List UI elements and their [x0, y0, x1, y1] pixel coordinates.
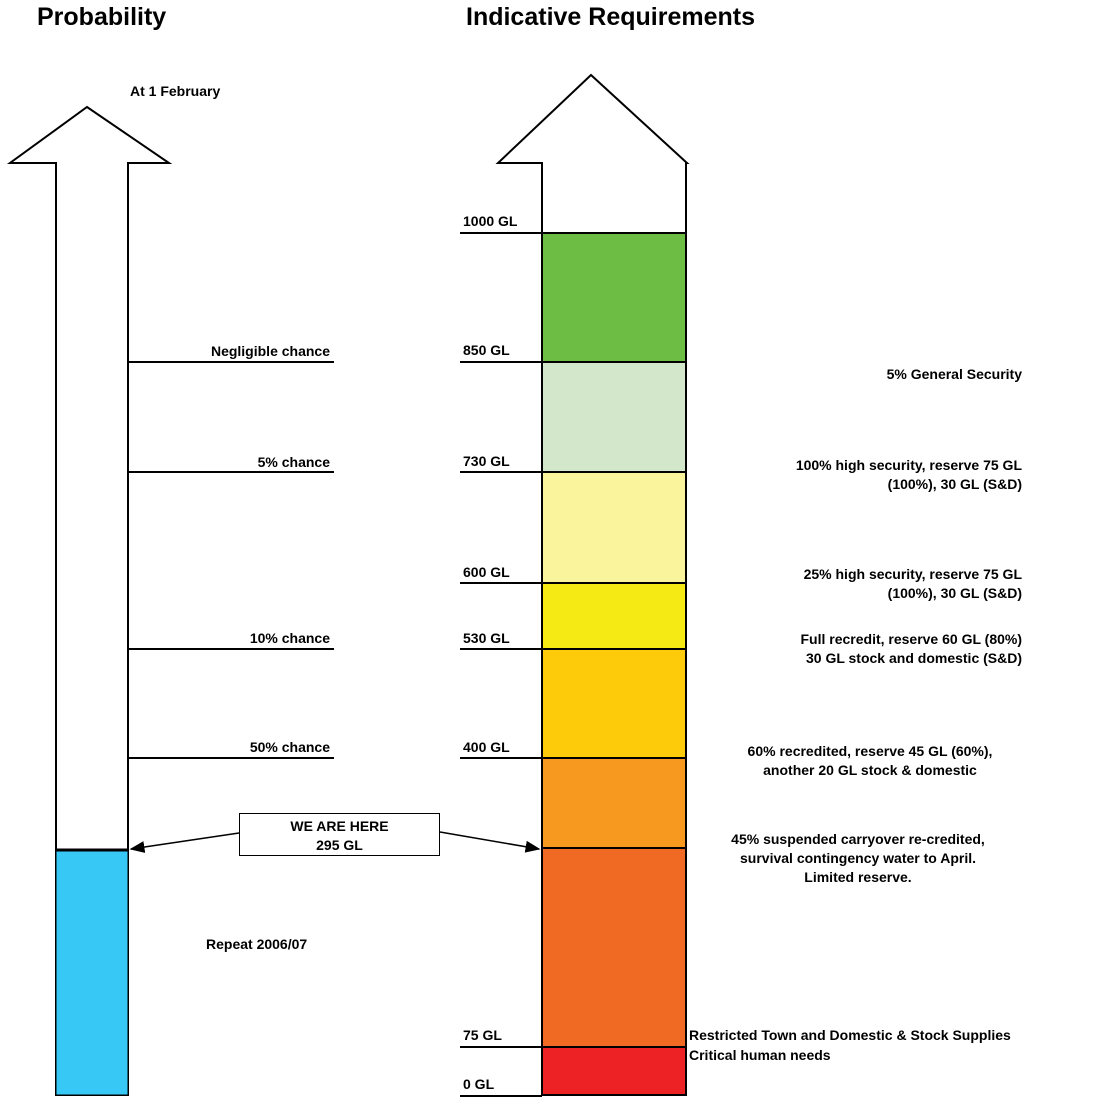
req-general-security: 5% General Security — [886, 366, 1022, 382]
band-730-850 — [543, 362, 685, 472]
band-295-400 — [543, 758, 685, 848]
probability-label-50pct: 50% chance — [249, 739, 330, 755]
scale-label-1000: 1000 GL — [463, 213, 518, 229]
req-critical: Critical human needs — [689, 1047, 831, 1063]
req-hs100-line1: 100% high security, reserve 75 GL — [795, 457, 1022, 473]
req-restricted: Restricted Town and Domestic & Stock Sup… — [689, 1027, 1011, 1043]
we-are-here-line2: 295 GL — [316, 837, 363, 853]
req-hs100-line2: (100%), 30 GL (S&D) — [887, 476, 1022, 492]
probability-label-10pct: 10% chance — [249, 630, 330, 646]
req-45-suspended: 45% suspended carryover re-credited, sur… — [698, 830, 1018, 887]
probability-fill-bar — [55, 849, 129, 1096]
band-400-530 — [543, 649, 685, 758]
requirements-bar-outline — [541, 232, 687, 1096]
req-full-line1: Full recredit, reserve 60 GL (80%) — [800, 631, 1022, 647]
req-60-line2: another 20 GL stock & domestic — [763, 762, 977, 778]
req-45-line2: survival contingency water to April. — [740, 850, 976, 866]
we-are-here-line1: WE ARE HERE — [290, 818, 389, 834]
scale-label-0: 0 GL — [463, 1076, 495, 1092]
scale-label-400: 400 GL — [463, 739, 510, 755]
req-60-line1: 60% recredited, reserve 45 GL (60%), — [747, 743, 993, 759]
requirement-bands — [543, 233, 685, 1095]
probability-label-5pct: 5% chance — [257, 454, 330, 470]
probability-heading: Probability — [37, 3, 167, 31]
we-are-here-box: WE ARE HERE 295 GL — [239, 813, 440, 856]
req-hs25-line2: (100%), 30 GL (S&D) — [887, 585, 1022, 601]
req-hs25-line1: 25% high security, reserve 75 GL — [803, 566, 1022, 582]
marker-arrow-left — [129, 832, 240, 853]
req-45-line1: 45% suspended carryover re-credited, — [731, 831, 985, 847]
scale-label-850: 850 GL — [463, 342, 510, 358]
req-hs25: 25% high security, reserve 75 GL (100%),… — [804, 565, 1022, 603]
req-45-line3: Limited reserve. — [804, 869, 912, 885]
req-full-recredit: Full recredit, reserve 60 GL (80%) 30 GL… — [800, 630, 1022, 668]
scale-label-75: 75 GL — [463, 1027, 502, 1043]
req-hs100: 100% high security, reserve 75 GL (100%)… — [796, 456, 1022, 494]
band-530-600 — [543, 583, 685, 649]
band-75-295 — [543, 848, 685, 1047]
scale-label-730: 730 GL — [463, 453, 510, 469]
band-850-1000 — [543, 233, 685, 362]
marker-arrow-right — [439, 831, 541, 853]
band-0-75 — [543, 1047, 685, 1095]
req-full-line2: 30 GL stock and domestic (S&D) — [805, 650, 1022, 666]
scale-label-530: 530 GL — [463, 630, 510, 646]
probability-label-negligible: Negligible chance — [210, 343, 330, 359]
requirements-heading: Indicative Requirements — [466, 3, 755, 31]
probability-current-label: Repeat 2006/07 — [206, 936, 308, 952]
date-label: At 1 February — [130, 83, 221, 99]
band-600-730 — [543, 472, 685, 583]
req-60-recredited: 60% recredited, reserve 45 GL (60%), ano… — [700, 742, 1040, 780]
scale-label-600: 600 GL — [463, 564, 510, 580]
